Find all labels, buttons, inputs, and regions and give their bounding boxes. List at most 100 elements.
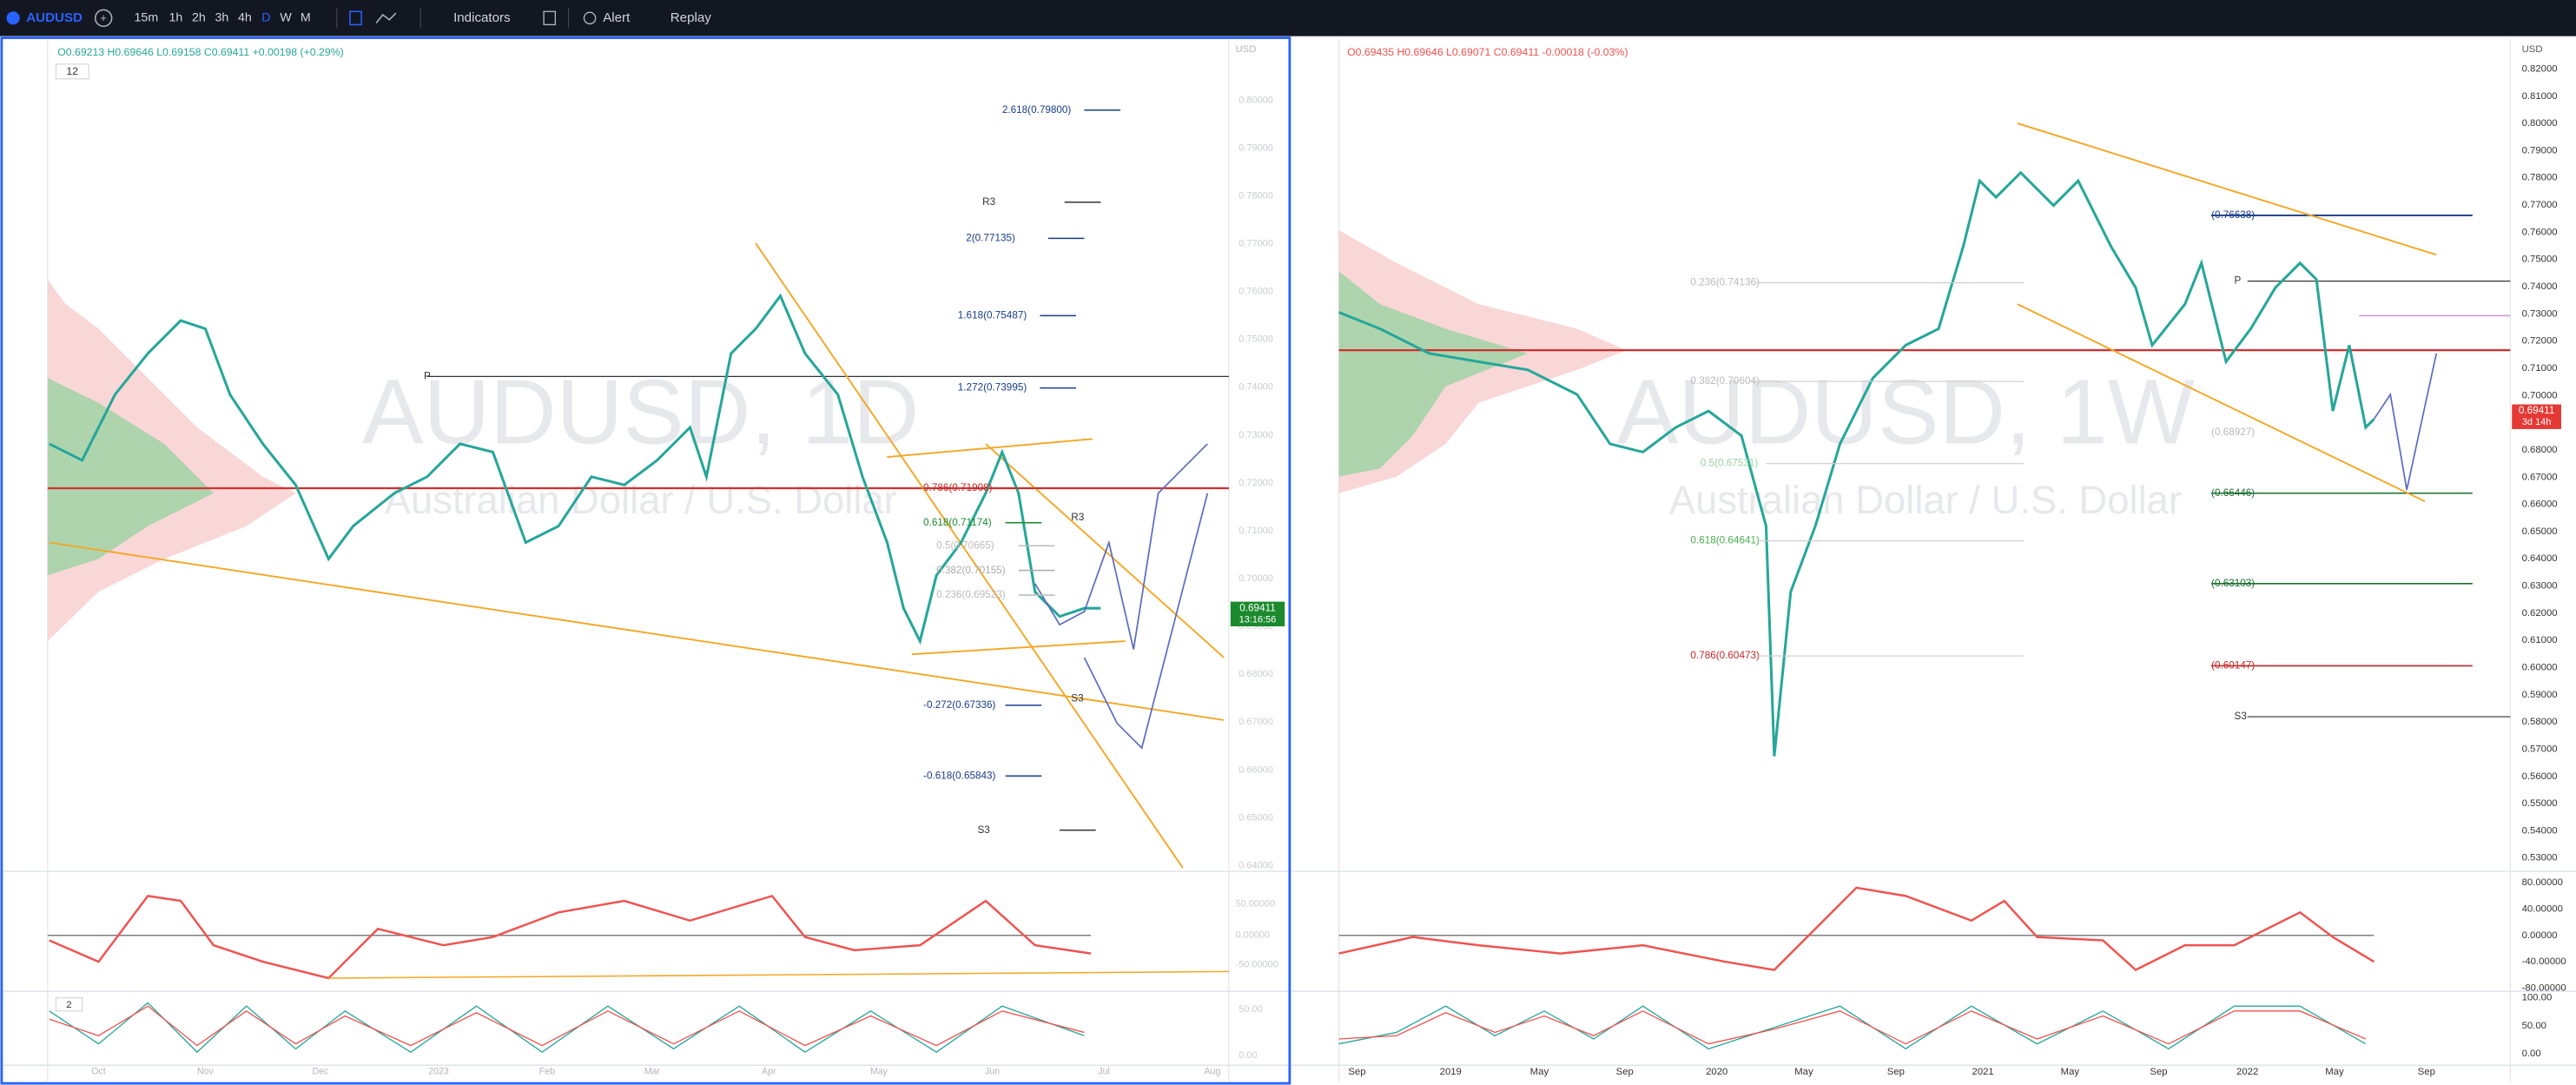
left-pane[interactable] <box>0 36 1291 1085</box>
price-label: 0.63000 <box>2522 581 2558 592</box>
osc-label: 0.00000 <box>2522 930 2558 941</box>
price-label: 0.66000 <box>2522 499 2558 510</box>
price-label: 0.55000 <box>2522 798 2558 809</box>
level-label: 0.382(0.70604) <box>1690 375 1760 387</box>
interval-button[interactable]: 2h <box>192 11 206 25</box>
time-label: Sep <box>2150 1067 2167 1077</box>
currency: USD <box>2522 44 2543 55</box>
right-labels: 0.82000 0.81000 0.80000 0.79000 0.78000 0.770… <box>1348 63 2566 1076</box>
trend-line <box>755 242 1184 869</box>
symbol[interactable]: AUDUSD <box>26 10 83 25</box>
interval-group: 15m 1h 2h 3h 4h D W M <box>135 11 311 25</box>
level-label: (0.68927) <box>2211 427 2255 438</box>
time-label: May <box>2325 1067 2344 1077</box>
time-label: May <box>1530 1067 1549 1077</box>
watermark: AUDUSD, 1W <box>1617 361 2195 464</box>
level-label: -0.272(0.67336) <box>923 699 995 711</box>
price-label: 0.77000 <box>2522 200 2558 210</box>
price-label: 0.80000 <box>1238 95 1273 105</box>
stochastic <box>1338 1005 2367 1050</box>
alert-button[interactable]: Alert <box>603 10 631 25</box>
stochastic <box>1338 1010 2367 1045</box>
right-pane[interactable] <box>1291 37 2576 1084</box>
osc-label: 40.00000 <box>2522 904 2563 915</box>
level-label: 0.618(0.71174) <box>923 517 992 528</box>
level-label: R3 <box>1071 512 1084 523</box>
time-label: Sep <box>1887 1067 1905 1077</box>
price-label: 0.70000 <box>2522 390 2558 400</box>
price-label: 0.81000 <box>2522 91 2558 102</box>
indicator-badge[interactable] <box>55 997 83 1012</box>
time-label: Aug <box>1205 1067 1221 1077</box>
interval-button[interactable]: 15m <box>135 11 159 25</box>
projection-path <box>1083 493 1209 750</box>
price-label: 0.67000 <box>2522 472 2558 482</box>
level-label: -0.618(0.65843) <box>923 770 995 781</box>
volume-profile <box>47 378 214 576</box>
osc-label: -40.00000 <box>2522 956 2566 967</box>
chart-type-button[interactable] <box>349 10 362 26</box>
oscillator <box>1338 886 2375 972</box>
replay-button[interactable]: Replay <box>670 10 712 25</box>
price-label: 0.68000 <box>2522 445 2558 455</box>
level-label: 2(0.77135) <box>966 232 1015 243</box>
time-label: 2019 <box>1440 1067 1462 1077</box>
symbol-icon <box>6 11 20 25</box>
layout-button[interactable] <box>543 10 557 26</box>
time-label: Sep <box>1348 1067 1365 1077</box>
indicator-badge[interactable] <box>55 63 89 80</box>
time-label: Feb <box>539 1067 555 1077</box>
interval-button[interactable]: 3h <box>215 11 228 25</box>
level-label: 0.5(0.67531) <box>1701 458 1759 469</box>
time-label: 2020 <box>1706 1067 1727 1077</box>
indicators-button[interactable]: Indicators <box>453 10 511 25</box>
indicator-template-button[interactable] <box>375 12 397 23</box>
price-label: 0.65000 <box>2522 526 2558 537</box>
time-label: Sep <box>1616 1067 1634 1077</box>
price-label: 0.71000 <box>1238 526 1273 536</box>
osc-label: 50.00000 <box>1235 899 1275 910</box>
price-label: 0.56000 <box>2522 771 2558 782</box>
price-label: 0.73000 <box>2522 308 2558 319</box>
trend-line <box>328 970 1229 979</box>
add-symbol[interactable] <box>94 9 113 28</box>
watermark: AUDUSD, 1D <box>362 361 919 464</box>
interval-button[interactable]: W <box>280 11 292 25</box>
last-price: 0.69411 <box>2519 405 2554 416</box>
price-label: 0.75000 <box>1238 334 1273 345</box>
price-label: 0.62000 <box>2522 608 2558 619</box>
osc-label: -80.00000 <box>2522 982 2566 993</box>
watermark-subtitle: Australian Dollar / U.S. Dollar <box>1669 478 2182 522</box>
oscillator <box>49 894 1092 980</box>
price-label: 0.61000 <box>2522 635 2558 645</box>
interval-button[interactable]: M <box>301 11 311 25</box>
price-label: 0.53000 <box>2522 853 2558 863</box>
ohlc-legend: O0.69213 H0.69646 L0.69158 C0.69411 +0.0… <box>57 46 344 58</box>
interval-button[interactable]: D <box>261 11 270 25</box>
last-price: 0.69411 <box>1239 602 1275 613</box>
level-label: 2.618(0.79800) <box>1002 104 1072 116</box>
price-label: 0.77000 <box>1238 239 1273 249</box>
osc-label: 0.00000 <box>1235 930 1270 941</box>
price-label: 0.71000 <box>2522 363 2558 374</box>
price-label: 0.79000 <box>1238 142 1273 153</box>
ohlc-legend: O0.69435 H0.69646 L0.69071 C0.69411 -0.0… <box>1347 46 1628 58</box>
time-label: May <box>1794 1067 1813 1077</box>
countdown: 13:16:56 <box>1239 614 1277 625</box>
interval-button[interactable]: 1h <box>169 11 183 25</box>
interval-button[interactable]: 4h <box>238 11 252 25</box>
currency: USD <box>1235 44 1256 55</box>
trend-line <box>2017 122 2437 256</box>
level-label: 0.786(0.60473) <box>1690 650 1760 661</box>
price-path <box>49 293 1101 645</box>
trend-line <box>985 443 1225 658</box>
level-label: P <box>2235 275 2242 287</box>
price-label: 0.80000 <box>2522 118 2558 129</box>
time-label: Dec <box>312 1067 329 1077</box>
level-label: S3 <box>1071 692 1083 704</box>
osc-label: -50.00000 <box>1235 960 1278 970</box>
time-label: May <box>870 1067 888 1077</box>
stoch-label: 100.00 <box>2522 993 2553 1003</box>
